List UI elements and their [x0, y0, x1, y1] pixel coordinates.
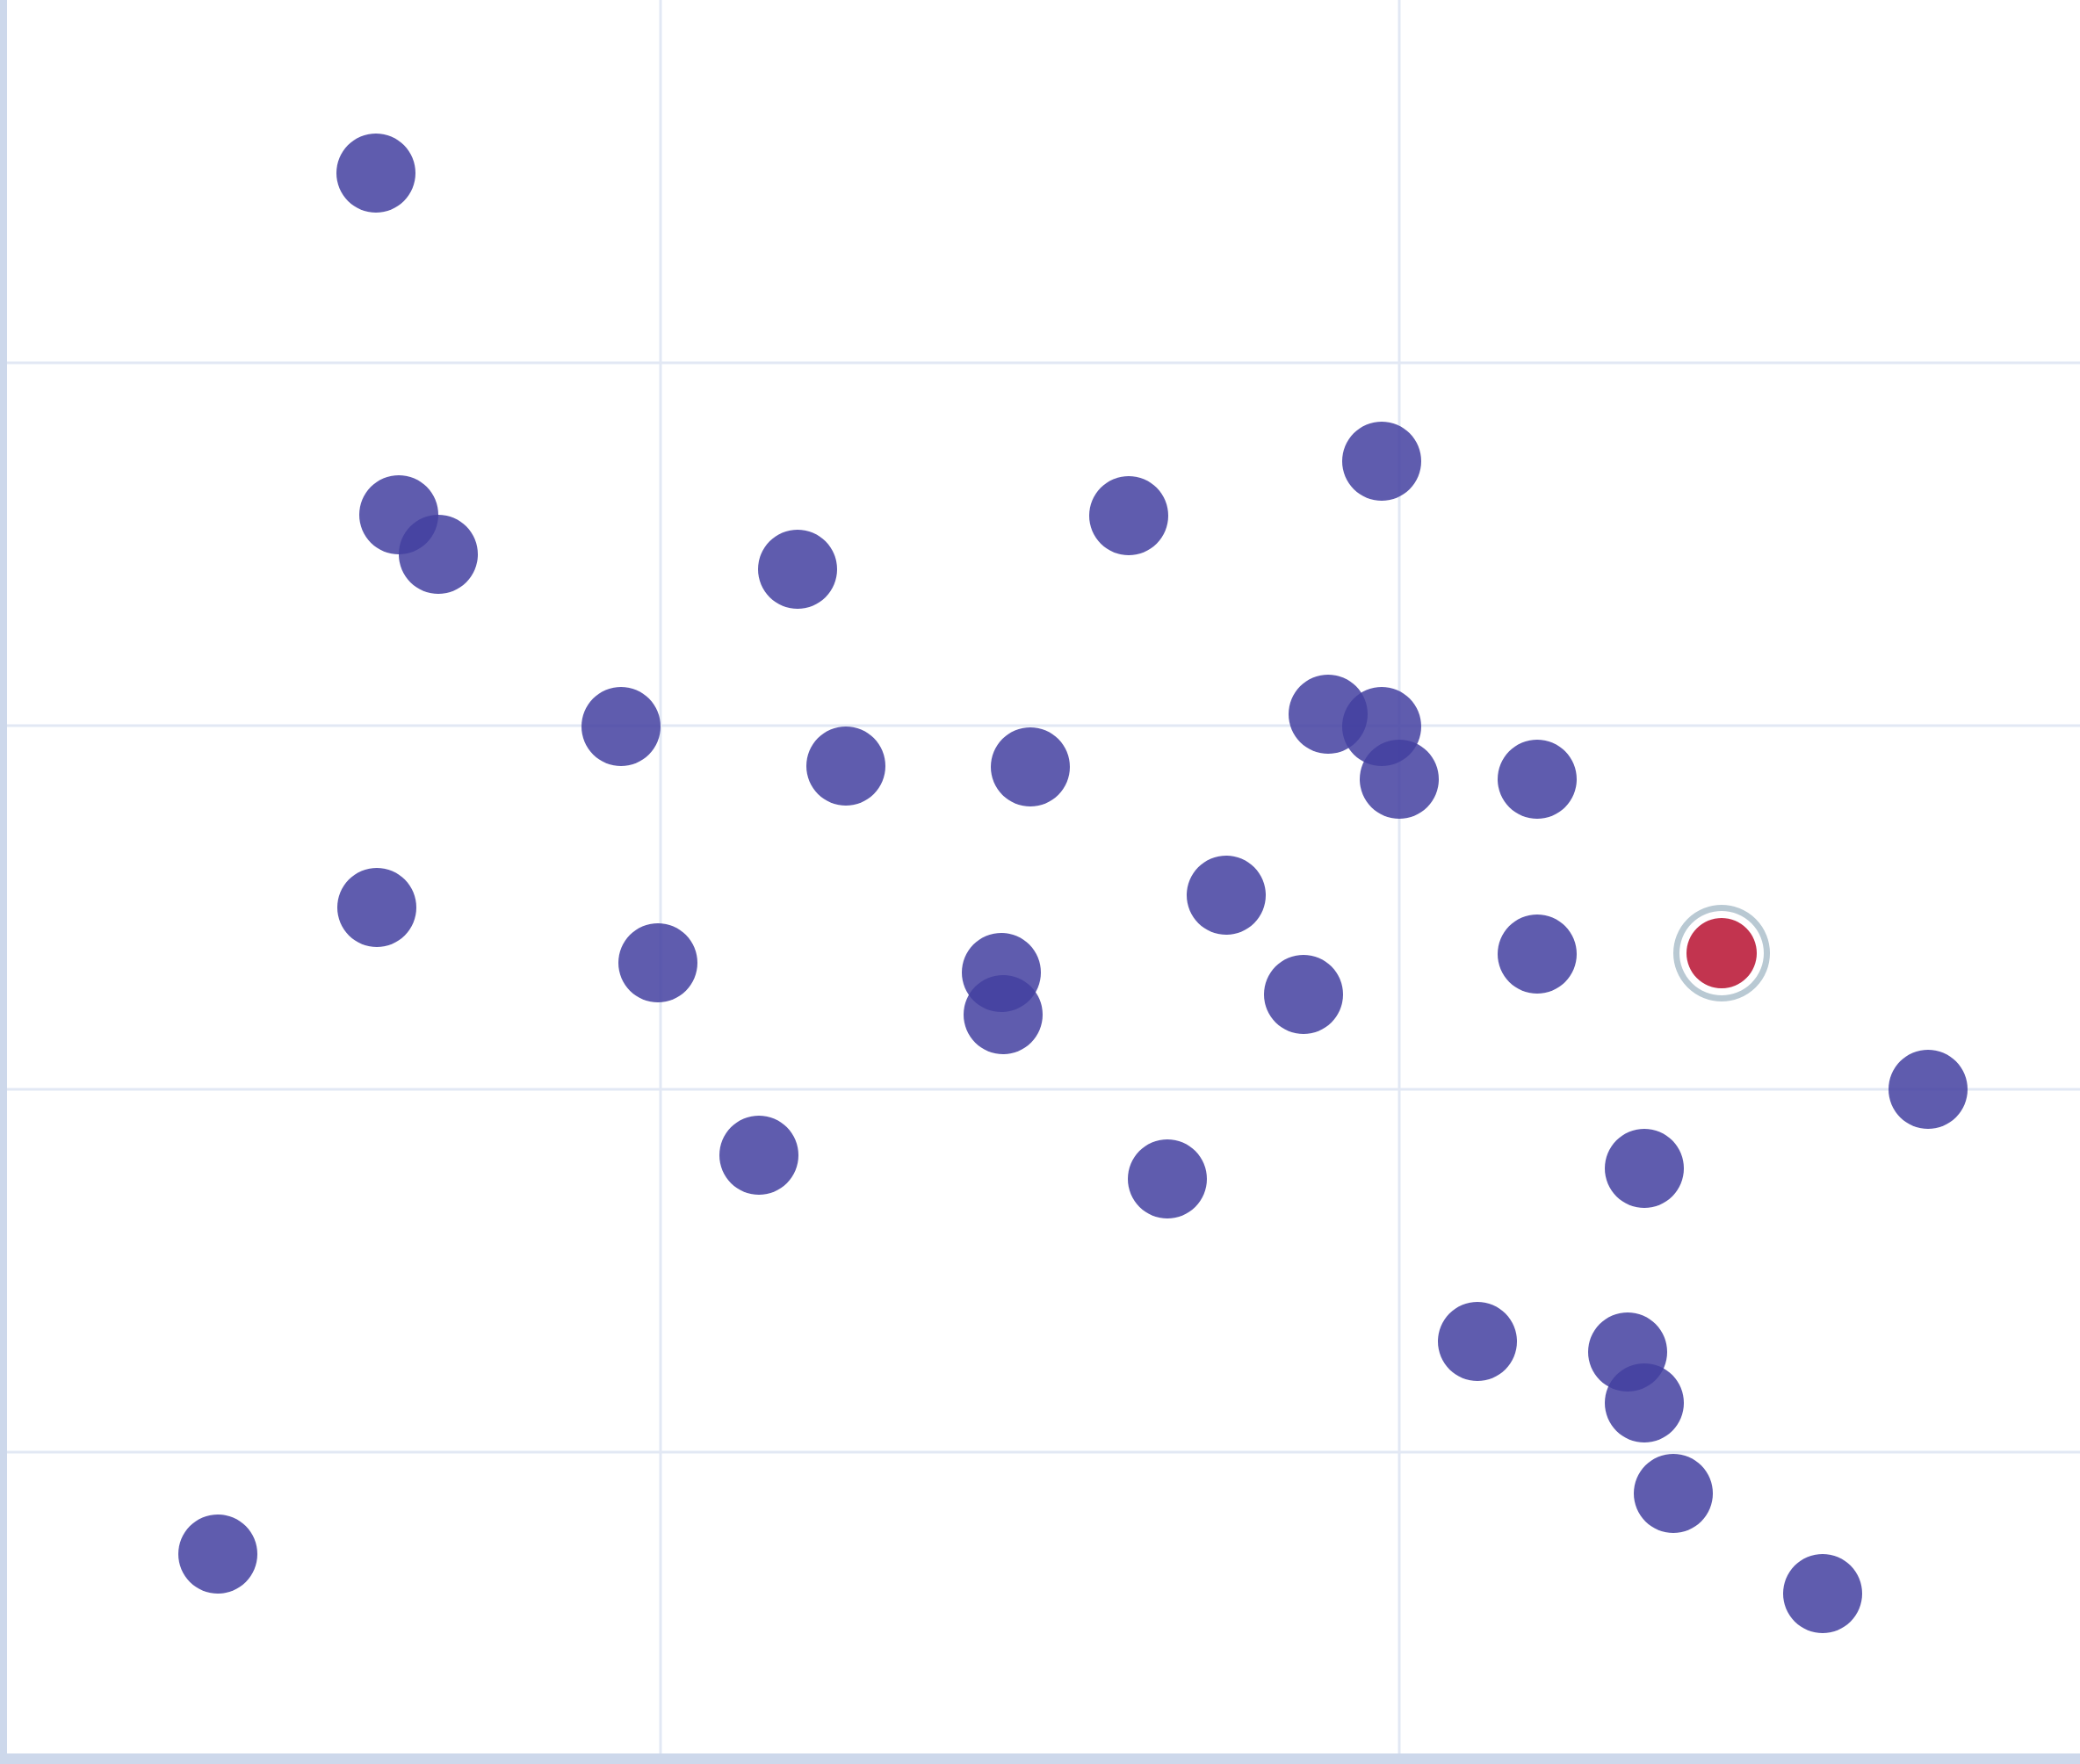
data-point[interactable]	[806, 727, 885, 806]
data-point[interactable]	[719, 1116, 798, 1195]
data-point[interactable]	[1498, 915, 1577, 994]
data-point[interactable]	[1089, 476, 1168, 555]
axis-edge-band-bottom	[0, 1753, 2080, 1764]
data-point[interactable]	[1438, 1302, 1517, 1381]
data-point[interactable]	[1889, 1050, 1968, 1129]
axis-edge-band-left	[0, 0, 7, 1764]
data-point[interactable]	[1264, 955, 1343, 1034]
data-point[interactable]	[1187, 856, 1266, 935]
data-point[interactable]	[1498, 740, 1577, 819]
data-point[interactable]	[964, 975, 1043, 1054]
data-point[interactable]	[337, 868, 416, 947]
data-point[interactable]	[758, 530, 837, 609]
data-point[interactable]	[1783, 1554, 1862, 1633]
data-point[interactable]	[1605, 1129, 1684, 1208]
data-point[interactable]	[1605, 1363, 1684, 1442]
data-point[interactable]	[1342, 422, 1421, 501]
data-point[interactable]	[399, 515, 478, 594]
data-point[interactable]	[991, 727, 1070, 806]
data-point[interactable]	[1634, 1454, 1713, 1533]
highlighted-data-point[interactable]	[1686, 918, 1757, 988]
data-point[interactable]	[1360, 740, 1439, 819]
data-point[interactable]	[618, 923, 697, 1002]
data-point[interactable]	[336, 134, 415, 213]
data-point[interactable]	[178, 1515, 257, 1594]
data-point[interactable]	[1128, 1139, 1207, 1218]
data-point[interactable]	[581, 687, 661, 766]
